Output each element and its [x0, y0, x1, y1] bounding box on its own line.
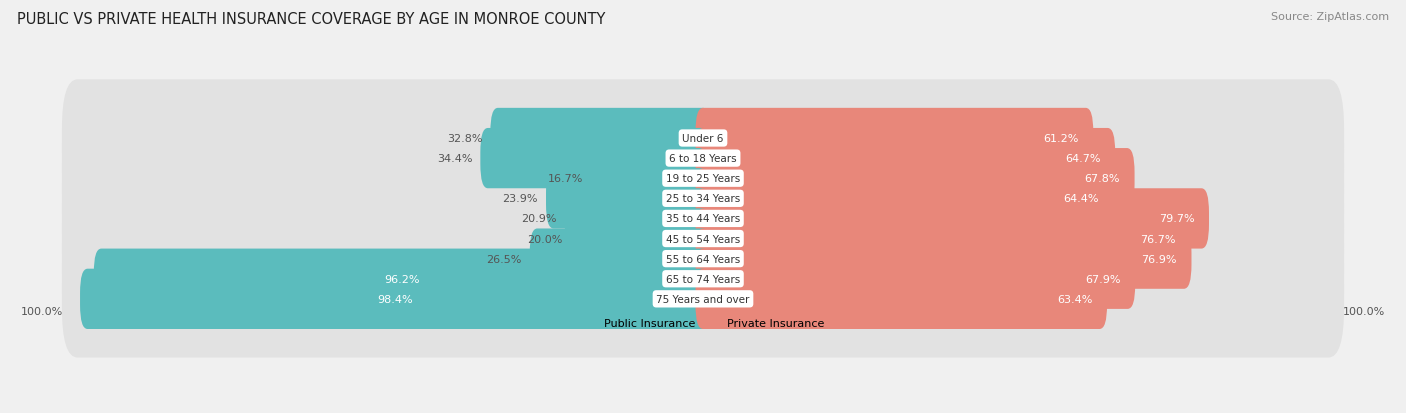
Text: Source: ZipAtlas.com: Source: ZipAtlas.com: [1271, 12, 1389, 22]
FancyBboxPatch shape: [565, 189, 710, 249]
Text: 32.8%: 32.8%: [447, 134, 482, 144]
FancyBboxPatch shape: [62, 160, 1344, 278]
Text: 65 to 74 Years: 65 to 74 Years: [666, 274, 740, 284]
FancyBboxPatch shape: [571, 209, 710, 269]
Text: 64.7%: 64.7%: [1064, 154, 1101, 164]
FancyBboxPatch shape: [481, 128, 710, 189]
Text: 61.2%: 61.2%: [1043, 134, 1078, 144]
FancyBboxPatch shape: [62, 240, 1344, 358]
Text: 98.4%: 98.4%: [377, 294, 413, 304]
FancyBboxPatch shape: [80, 269, 710, 329]
Legend: Public Insurance, Private Insurance: Public Insurance, Private Insurance: [578, 314, 828, 333]
FancyBboxPatch shape: [491, 109, 710, 169]
Text: 23.9%: 23.9%: [502, 194, 538, 204]
Text: 19 to 25 Years: 19 to 25 Years: [666, 174, 740, 184]
Text: 67.8%: 67.8%: [1084, 174, 1119, 184]
Text: 35 to 44 Years: 35 to 44 Years: [666, 214, 740, 224]
FancyBboxPatch shape: [62, 180, 1344, 297]
FancyBboxPatch shape: [62, 221, 1344, 337]
FancyBboxPatch shape: [696, 249, 1135, 309]
Text: 79.7%: 79.7%: [1159, 214, 1194, 224]
Text: 55 to 64 Years: 55 to 64 Years: [666, 254, 740, 264]
FancyBboxPatch shape: [696, 269, 1107, 329]
FancyBboxPatch shape: [696, 209, 1191, 269]
Text: 20.9%: 20.9%: [522, 214, 557, 224]
FancyBboxPatch shape: [546, 169, 710, 229]
FancyBboxPatch shape: [696, 189, 1209, 249]
Text: 76.9%: 76.9%: [1142, 254, 1177, 264]
Text: 67.9%: 67.9%: [1085, 274, 1121, 284]
Text: 45 to 54 Years: 45 to 54 Years: [666, 234, 740, 244]
Text: 100.0%: 100.0%: [1343, 306, 1385, 316]
Text: 20.0%: 20.0%: [527, 234, 562, 244]
FancyBboxPatch shape: [62, 100, 1344, 217]
FancyBboxPatch shape: [62, 200, 1344, 318]
FancyBboxPatch shape: [94, 249, 710, 309]
FancyBboxPatch shape: [696, 229, 1191, 289]
Text: 25 to 34 Years: 25 to 34 Years: [666, 194, 740, 204]
Text: 96.2%: 96.2%: [384, 274, 420, 284]
Text: 76.7%: 76.7%: [1140, 234, 1175, 244]
FancyBboxPatch shape: [696, 128, 1115, 189]
FancyBboxPatch shape: [62, 120, 1344, 237]
Text: 100.0%: 100.0%: [21, 306, 63, 316]
Text: Under 6: Under 6: [682, 134, 724, 144]
FancyBboxPatch shape: [530, 229, 710, 289]
Text: 63.4%: 63.4%: [1057, 294, 1092, 304]
Text: 6 to 18 Years: 6 to 18 Years: [669, 154, 737, 164]
Text: 34.4%: 34.4%: [437, 154, 472, 164]
FancyBboxPatch shape: [696, 149, 1135, 209]
Text: 26.5%: 26.5%: [486, 254, 522, 264]
FancyBboxPatch shape: [62, 80, 1344, 197]
FancyBboxPatch shape: [591, 149, 710, 209]
Text: 16.7%: 16.7%: [547, 174, 583, 184]
FancyBboxPatch shape: [696, 169, 1114, 229]
Text: 64.4%: 64.4%: [1063, 194, 1098, 204]
FancyBboxPatch shape: [696, 109, 1094, 169]
Text: 75 Years and over: 75 Years and over: [657, 294, 749, 304]
FancyBboxPatch shape: [62, 140, 1344, 257]
Text: PUBLIC VS PRIVATE HEALTH INSURANCE COVERAGE BY AGE IN MONROE COUNTY: PUBLIC VS PRIVATE HEALTH INSURANCE COVER…: [17, 12, 605, 27]
